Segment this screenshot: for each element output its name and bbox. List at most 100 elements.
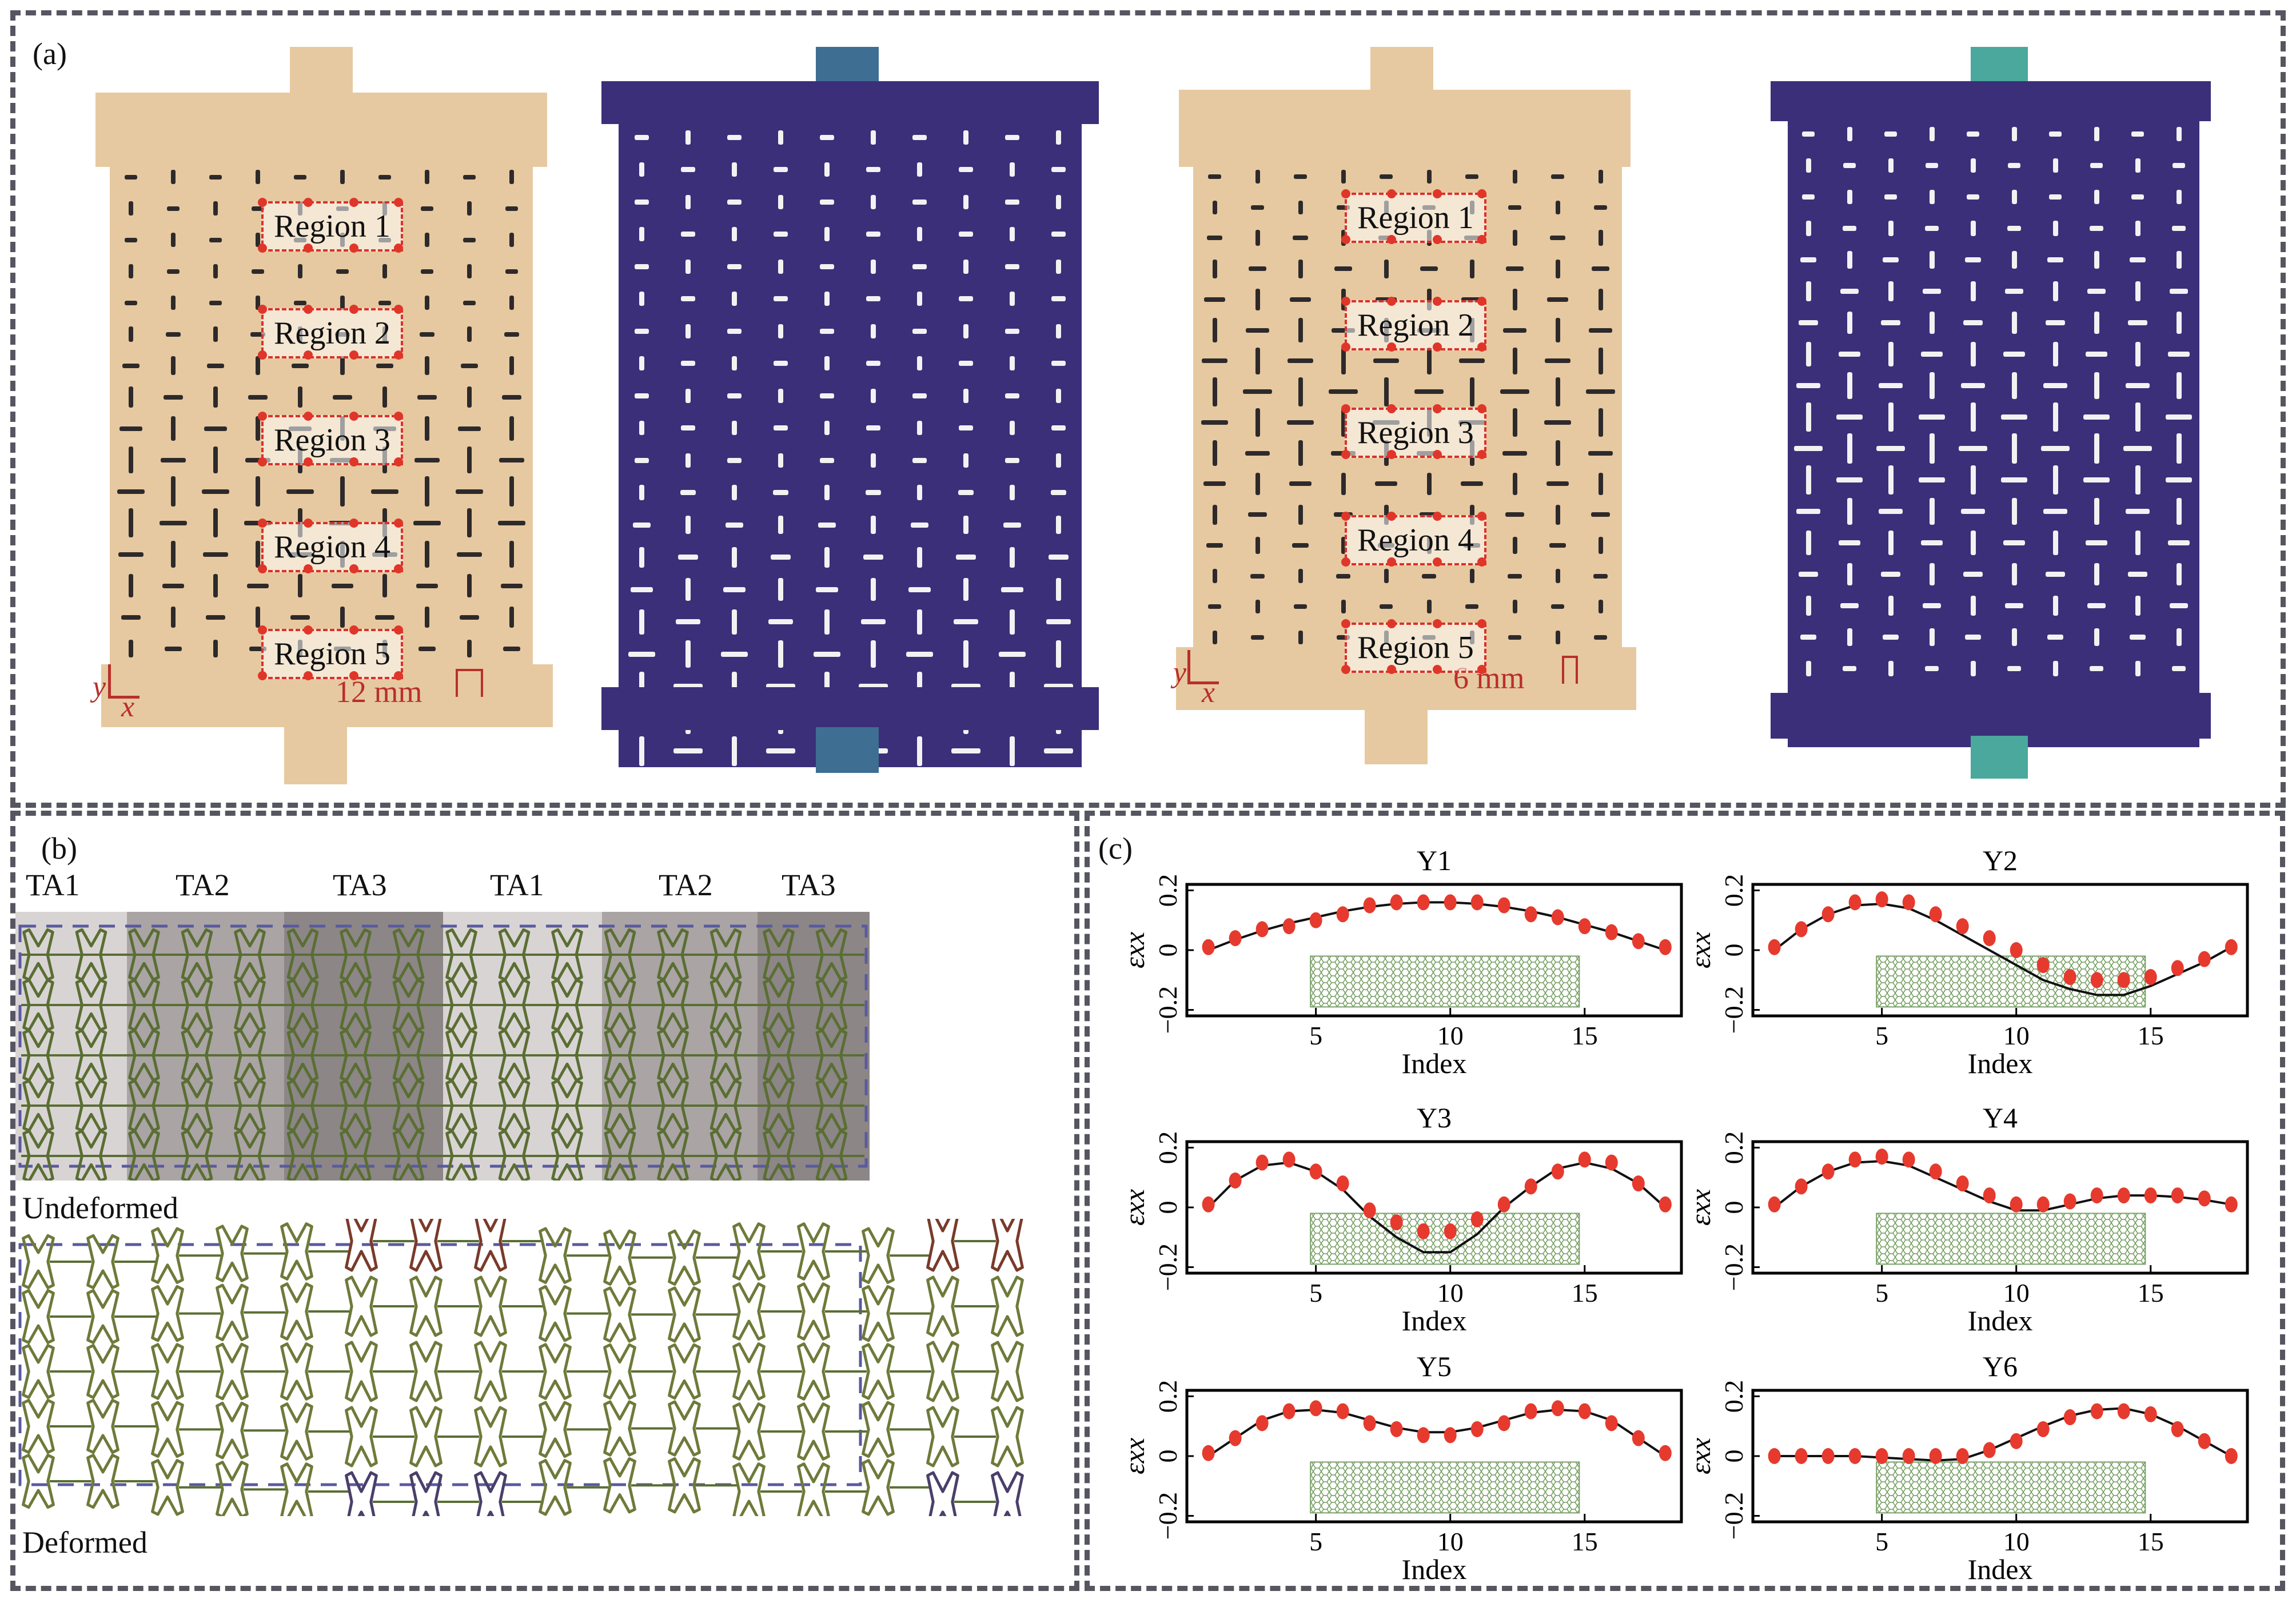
slot [634, 457, 649, 463]
x-tick-label: 10 [2003, 1527, 2030, 1556]
region-marker [304, 412, 313, 421]
star-cell [604, 1129, 636, 1181]
axis-y-label: y [1173, 656, 1187, 689]
region-marker [349, 305, 358, 314]
slot [1923, 289, 1941, 294]
data-point [2090, 1403, 2103, 1419]
y-axis-title: εxx [1118, 1438, 1150, 1474]
slot [245, 457, 270, 462]
data-point [1497, 897, 1510, 914]
star-cell [280, 1342, 313, 1401]
slot [1508, 205, 1522, 210]
star-cell [340, 1129, 372, 1181]
clamp-top [601, 81, 1099, 124]
slot [1963, 572, 1983, 577]
slot [463, 174, 476, 180]
clamp-top [95, 93, 547, 167]
star-cell [340, 978, 372, 1032]
slot [772, 490, 789, 496]
slot [1043, 684, 1074, 689]
slot [871, 130, 876, 145]
slot [1796, 509, 1820, 514]
axis-y-label: y [93, 671, 106, 703]
slot [171, 296, 176, 310]
star-cell [75, 978, 107, 1032]
star-cell [709, 928, 742, 982]
slot [1010, 736, 1015, 766]
slot [634, 134, 649, 140]
slot [871, 388, 876, 403]
slot [824, 421, 830, 436]
star-cell [286, 1129, 319, 1181]
fit-curve [1207, 1408, 1666, 1457]
slot [2130, 257, 2146, 262]
x-tick-label: 5 [1875, 1278, 1888, 1307]
data-point [1578, 1151, 1591, 1168]
slot [2005, 289, 2023, 294]
slot [871, 453, 876, 468]
star-cell [409, 1406, 443, 1468]
slot [1879, 509, 1903, 514]
star-cell [234, 1079, 266, 1133]
region-marker [1341, 189, 1350, 198]
slot [1838, 352, 1861, 357]
region-marker [1477, 404, 1486, 413]
slot [256, 233, 260, 247]
slot [1805, 158, 1811, 173]
star-cell [668, 1457, 701, 1514]
data-point [1202, 1445, 1215, 1461]
region-marker [349, 457, 358, 466]
slot [1426, 347, 1432, 375]
data-point [2117, 1187, 2130, 1204]
slot [1056, 130, 1061, 145]
slot [2052, 661, 2058, 676]
undeformed-label: Undeformed [22, 1191, 178, 1225]
slot [1298, 504, 1303, 525]
slot [509, 170, 514, 184]
slot [1247, 512, 1267, 517]
slot [1426, 600, 1432, 614]
panel-a: (a) y x 12 mm Region 1 Region 2 Region 3 Re… [10, 10, 2286, 808]
data-point [2010, 942, 2023, 958]
star-cell [280, 1282, 313, 1341]
star-cell [22, 1234, 55, 1290]
slot [1286, 420, 1314, 425]
data-point [1929, 1163, 1942, 1180]
data-point [1632, 1430, 1645, 1446]
star-cell [551, 928, 583, 982]
y-tick-label: 0.2 [1153, 874, 1182, 907]
slot [958, 167, 974, 173]
star-cell [668, 1343, 701, 1400]
slot [917, 421, 922, 436]
slot [1888, 531, 1894, 555]
y-axis-title: εxx [1684, 932, 1716, 968]
slot [2176, 251, 2182, 269]
region-marker [1341, 404, 1350, 413]
slot [2083, 477, 2110, 483]
region-marker [304, 457, 313, 466]
data-point [1390, 1214, 1403, 1231]
slot [509, 233, 514, 247]
data-point [1983, 1442, 1996, 1458]
slot [685, 324, 691, 338]
slot [727, 264, 742, 269]
slot [639, 485, 644, 501]
x-tick-label: 10 [2003, 1021, 2030, 1050]
slot [340, 476, 345, 507]
slot [863, 555, 884, 560]
slot [2135, 281, 2140, 301]
slot [1961, 383, 1985, 388]
slot [1586, 389, 1615, 394]
slot [639, 421, 644, 436]
slot [213, 639, 218, 658]
slot [467, 386, 472, 408]
star-cell [22, 1289, 55, 1345]
x-tick-label: 5 [1875, 1021, 1888, 1050]
slot [1212, 440, 1217, 466]
slot [1555, 200, 1560, 214]
region-label: Region 1 [274, 209, 390, 244]
region-marker [1477, 619, 1486, 628]
slot [256, 416, 260, 441]
slot [871, 194, 876, 209]
slot [778, 194, 783, 209]
